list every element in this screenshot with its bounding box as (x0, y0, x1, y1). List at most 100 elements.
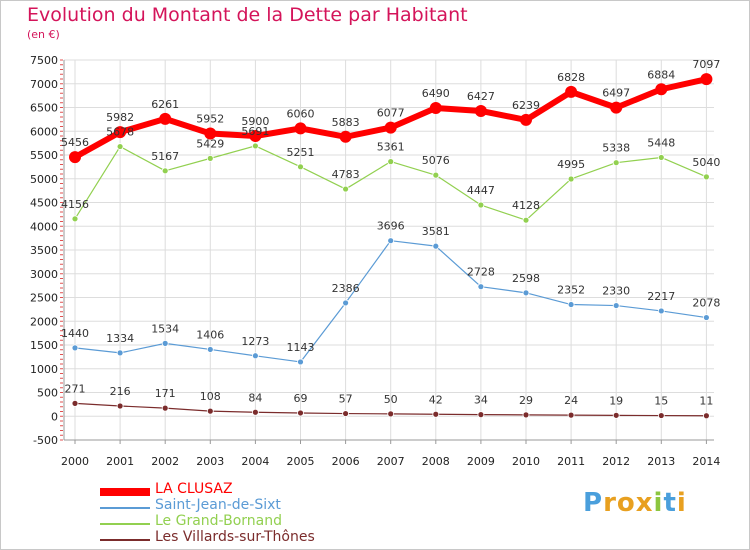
data-point (432, 410, 440, 418)
data-point (297, 409, 304, 417)
legend-swatch (100, 539, 150, 541)
data-point (161, 339, 169, 347)
y-tick-label: 1000 (30, 363, 58, 376)
data-point (339, 130, 352, 143)
data-point (251, 142, 259, 150)
data-point (477, 283, 485, 291)
x-tick-label: 2009 (467, 455, 495, 468)
y-tick-label: -500 (33, 434, 58, 447)
legend-item: Le Grand-Bornand (100, 513, 360, 532)
data-point (565, 85, 578, 98)
data-point (384, 121, 397, 134)
data-label: 108 (200, 390, 221, 403)
data-label: 6828 (557, 71, 585, 84)
data-point (612, 302, 620, 309)
data-point (429, 101, 442, 114)
data-label: 34 (474, 394, 488, 407)
data-label: 4156 (61, 198, 89, 211)
data-label: 3581 (422, 225, 450, 238)
data-point (116, 402, 124, 410)
data-label: 5691 (241, 125, 269, 138)
data-point (520, 113, 532, 126)
data-point (387, 158, 395, 166)
y-tick-label: 2500 (30, 292, 58, 305)
data-label: 6239 (512, 99, 540, 112)
data-label: 6884 (647, 68, 675, 81)
data-point (116, 349, 124, 357)
data-label: 1334 (106, 332, 134, 345)
data-label: 69 (294, 392, 308, 405)
data-label: 4128 (512, 199, 540, 212)
data-label: 6490 (422, 87, 450, 100)
data-label: 6261 (151, 98, 179, 111)
logo-letter: x (635, 488, 654, 518)
data-label: 4447 (467, 184, 495, 197)
data-point (612, 159, 620, 167)
data-point (657, 307, 665, 315)
data-label: 6060 (287, 107, 315, 120)
data-label: 5338 (602, 142, 630, 155)
data-label: 6427 (467, 90, 495, 103)
data-point (161, 404, 169, 412)
data-point (206, 407, 214, 415)
legend-swatch (100, 523, 150, 525)
data-point (703, 173, 710, 181)
legend-label: LA CLUSAZ (155, 481, 233, 497)
data-point (342, 299, 350, 307)
data-point (161, 167, 169, 175)
data-label: 5040 (692, 156, 720, 169)
legend-item: Les Villards-sur-Thônes (100, 529, 360, 548)
data-label: 2330 (602, 285, 630, 298)
data-label: 57 (339, 393, 353, 406)
data-point (432, 242, 440, 250)
legend-item: LA CLUSAZ (100, 481, 360, 500)
data-point (342, 185, 350, 193)
y-tick-label: 0 (51, 410, 58, 423)
y-tick-label: 5000 (30, 173, 58, 186)
logo-letter: i (653, 488, 664, 518)
data-label: 5167 (151, 150, 179, 163)
data-label: 5448 (647, 136, 675, 149)
data-point (71, 215, 79, 223)
data-point (432, 171, 440, 179)
data-point (297, 163, 304, 171)
x-tick-label: 2011 (557, 455, 585, 468)
x-tick-label: 2005 (287, 455, 315, 468)
data-point (522, 216, 530, 224)
data-label: 5678 (106, 126, 134, 139)
data-label: 2217 (647, 290, 675, 303)
y-tick-label: 5500 (30, 149, 58, 162)
x-tick-label: 2013 (647, 455, 675, 468)
data-point (522, 289, 530, 297)
chart-title: Evolution du Montant de la Dette par Hab… (27, 4, 468, 26)
data-point (657, 412, 665, 419)
data-label: 4995 (557, 158, 585, 171)
data-label: 24 (564, 394, 578, 407)
data-point (657, 154, 665, 161)
x-tick-label: 2001 (106, 455, 134, 468)
data-point (387, 237, 395, 245)
data-labels: 5456 5982 6261 5952 5900 6060 5883 6077 6490 6427… (61, 58, 720, 408)
y-tick-label: 6000 (30, 125, 58, 138)
data-label: 5883 (332, 116, 360, 129)
data-point (69, 151, 81, 164)
data-point (114, 126, 127, 139)
data-label: 50 (384, 393, 398, 406)
data-point (703, 314, 710, 321)
data-point (206, 154, 214, 162)
data-point (567, 301, 575, 308)
x-tick-label: 2003 (196, 455, 224, 468)
y-tick-label: 4000 (30, 220, 58, 233)
data-label: 5900 (241, 115, 269, 128)
y-tick-label: 4500 (30, 197, 58, 210)
data-label: 2078 (692, 297, 720, 310)
x-tick-label: 2004 (241, 455, 269, 468)
y-tick-label: 7000 (30, 78, 58, 91)
data-point (610, 101, 623, 114)
y-tick-label: 3000 (30, 268, 58, 281)
data-label: 4783 (332, 168, 360, 181)
data-point (612, 411, 620, 419)
y-tick-label: 7500 (30, 54, 58, 67)
